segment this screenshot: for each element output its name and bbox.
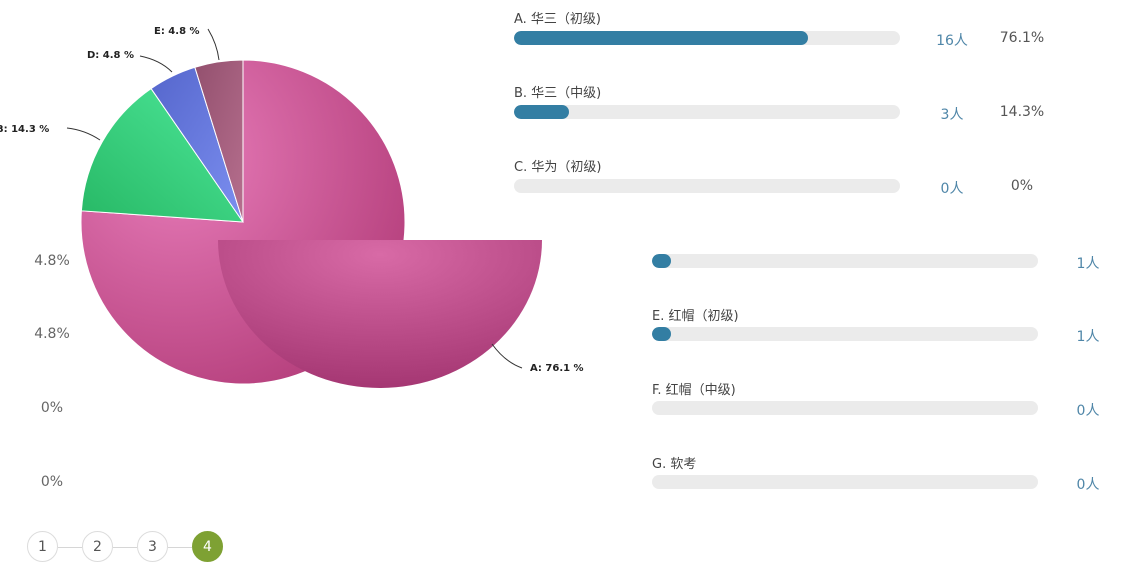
pie-label-d: D: 4.8 % (87, 50, 134, 61)
result-count: 0人 (1076, 403, 1100, 419)
option-label: C. 华为（初级) (514, 160, 602, 175)
pie-leader-line (207, 28, 220, 61)
left-result-percent: 0% (40, 400, 64, 416)
option-label: E. 红帽（初级) (652, 309, 739, 324)
pie-slice-b (80, 87, 245, 223)
result-count: 1人 (1076, 256, 1100, 272)
left-result-percent: 0% (40, 474, 64, 490)
option-label: F. 红帽（中级) (652, 383, 736, 398)
page-button-3[interactable]: 3 (137, 531, 168, 562)
page-button-2[interactable]: 2 (82, 531, 113, 562)
pie-leader-line (139, 55, 173, 73)
result-count: 3人 (940, 107, 964, 123)
result-bar-fill (514, 31, 808, 45)
pie-lower-shape (218, 240, 542, 388)
pie-leader-line (66, 127, 101, 141)
page-button-1[interactable]: 1 (27, 531, 58, 562)
result-bar-track (652, 401, 1038, 415)
pie-slice-e (194, 59, 244, 223)
pie-leader-line (491, 343, 523, 369)
pager-connector (168, 547, 192, 548)
option-label: B. 华三（中级) (514, 86, 602, 101)
result-bar-fill (652, 254, 671, 268)
pie-label-e: E: 4.8 % (154, 26, 200, 37)
left-result-percent: 4.8% (34, 253, 70, 269)
page-button-4[interactable]: 4 (192, 531, 223, 562)
result-bar-track (652, 475, 1038, 489)
result-percent: 76.1% (999, 30, 1045, 46)
option-label: A. 华三（初级) (514, 12, 602, 27)
result-count: 0人 (1076, 477, 1100, 493)
result-count: 16人 (936, 33, 968, 49)
result-bar-track (514, 31, 900, 45)
result-count: 0人 (940, 181, 964, 197)
result-bar-fill (514, 105, 570, 119)
result-bar-track (514, 179, 900, 193)
result-count: 1人 (1076, 329, 1100, 345)
pie-chart: A: 76.1 % B: 14.3 % D: 4.8 % E: 4.8 % (0, 26, 584, 388)
left-result-percent: 4.8% (34, 326, 70, 342)
result-percent: 0% (1010, 178, 1034, 194)
result-percent: 14.3% (999, 104, 1045, 120)
pie-label-b: B: 14.3 % (0, 124, 49, 135)
pager-connector (113, 547, 137, 548)
pie-label-a: A: 76.1 % (530, 363, 584, 374)
result-bar-track (652, 327, 1038, 341)
result-bar-track (652, 254, 1038, 268)
option-label: G. 软考 (652, 457, 697, 472)
pager-connector (58, 547, 82, 548)
result-bar-track (514, 105, 900, 119)
result-bar-fill (652, 327, 671, 341)
